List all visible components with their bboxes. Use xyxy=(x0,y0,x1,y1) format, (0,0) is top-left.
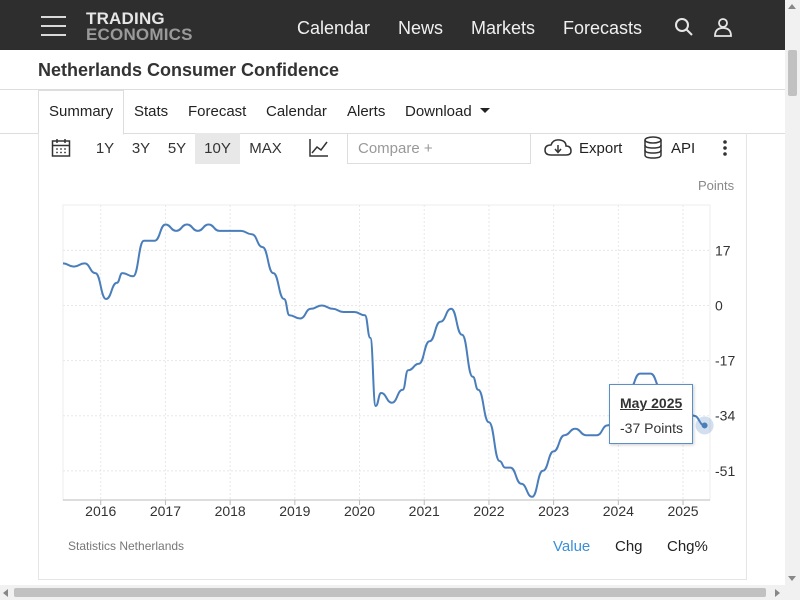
title-bar: Netherlands Consumer Confidence xyxy=(0,50,785,90)
tab-stats[interactable]: Stats xyxy=(134,103,169,120)
y-tick-label: -17 xyxy=(715,353,735,369)
x-tick-label: 2023 xyxy=(538,503,569,519)
top-nav: TRADING ECONOMICS Calendar News Markets … xyxy=(0,0,785,50)
api-button[interactable]: API xyxy=(671,140,696,157)
tab-download-label: Download xyxy=(405,103,472,120)
range-max[interactable]: MAX xyxy=(249,140,282,157)
range-10y[interactable]: 10Y xyxy=(195,133,240,164)
tab-alerts[interactable]: Alerts xyxy=(347,103,386,120)
tab-download[interactable]: Download xyxy=(405,103,490,120)
tab-forecast[interactable]: Forecast xyxy=(188,103,247,120)
tab-bar: Summary Stats Forecast Calendar Alerts D… xyxy=(0,90,785,135)
logo-line1: TRADING xyxy=(86,9,165,28)
tab-calendar[interactable]: Calendar xyxy=(266,103,327,120)
vertical-scrollbar[interactable] xyxy=(785,0,800,585)
nav-forecasts[interactable]: Forecasts xyxy=(563,18,643,38)
nav-markets[interactable]: Markets xyxy=(471,18,536,38)
scroll-down-icon[interactable] xyxy=(788,576,796,581)
y-tick-label: -34 xyxy=(715,408,735,424)
menu-icon[interactable] xyxy=(41,16,66,36)
scroll-up-icon[interactable] xyxy=(788,4,796,9)
database-icon[interactable] xyxy=(643,136,663,160)
page-title: Netherlands Consumer Confidence xyxy=(38,60,340,80)
horizontal-scroll-thumb[interactable] xyxy=(14,588,766,597)
chevron-down-icon xyxy=(479,108,490,113)
units-label: Points xyxy=(698,178,735,193)
chart-type-icon[interactable] xyxy=(309,138,329,158)
logo[interactable]: TRADING ECONOMICS xyxy=(86,9,193,44)
series-line xyxy=(62,223,705,498)
tab-value[interactable]: Value xyxy=(553,538,591,555)
tab-active-indicator xyxy=(38,90,124,135)
x-tick-label: 2020 xyxy=(344,503,375,519)
tab-chg-percent[interactable]: Chg% xyxy=(667,538,708,555)
cloud-download-icon[interactable] xyxy=(544,138,572,158)
x-tick-label: 2017 xyxy=(150,503,181,519)
tooltip-date: May 2025 xyxy=(620,395,683,411)
x-tick-label: 2022 xyxy=(473,503,504,519)
more-options-icon[interactable] xyxy=(720,139,730,157)
line-chart: 17 0 -17 -34 -51 2016 2017 2018 2019 2020 2021 2022… xyxy=(62,204,735,519)
vertical-scroll-thumb[interactable] xyxy=(788,50,797,96)
y-tick-label: -51 xyxy=(715,463,735,479)
nav-calendar[interactable]: Calendar xyxy=(297,18,371,38)
x-tick-label: 2018 xyxy=(215,503,246,519)
scroll-right-icon[interactable] xyxy=(775,589,780,597)
y-tick-label: 17 xyxy=(715,242,731,258)
x-tick-label: 2021 xyxy=(409,503,440,519)
range-3y[interactable]: 3Y xyxy=(131,140,151,157)
x-tick-label: 2024 xyxy=(603,503,634,519)
x-tick-label: 2025 xyxy=(667,503,698,519)
compare-input[interactable]: Compare + xyxy=(347,133,531,164)
nav-news[interactable]: News xyxy=(398,18,444,38)
chart-tooltip: May 2025 -37 Points xyxy=(609,384,693,444)
logo-line2: ECONOMICS xyxy=(86,25,193,44)
x-tick-label: 2019 xyxy=(279,503,310,519)
export-button[interactable]: Export xyxy=(579,140,623,157)
tab-summary[interactable]: Summary xyxy=(49,103,114,120)
x-tick-label: 2016 xyxy=(85,503,116,519)
y-tick-label: 0 xyxy=(715,297,723,313)
scroll-left-icon[interactable] xyxy=(3,589,8,597)
range-1y[interactable]: 1Y xyxy=(95,140,115,157)
chart-panel xyxy=(38,133,747,580)
search-icon[interactable] xyxy=(674,17,694,37)
calendar-icon[interactable] xyxy=(51,138,71,158)
tab-chg[interactable]: Chg xyxy=(615,538,643,555)
hover-point xyxy=(701,422,708,429)
plot-area xyxy=(62,204,711,501)
tooltip-value: -37 Points xyxy=(620,420,684,436)
source-label: Statistics Netherlands xyxy=(68,539,185,553)
user-icon[interactable] xyxy=(713,17,733,37)
range-5y[interactable]: 5Y xyxy=(167,140,187,157)
